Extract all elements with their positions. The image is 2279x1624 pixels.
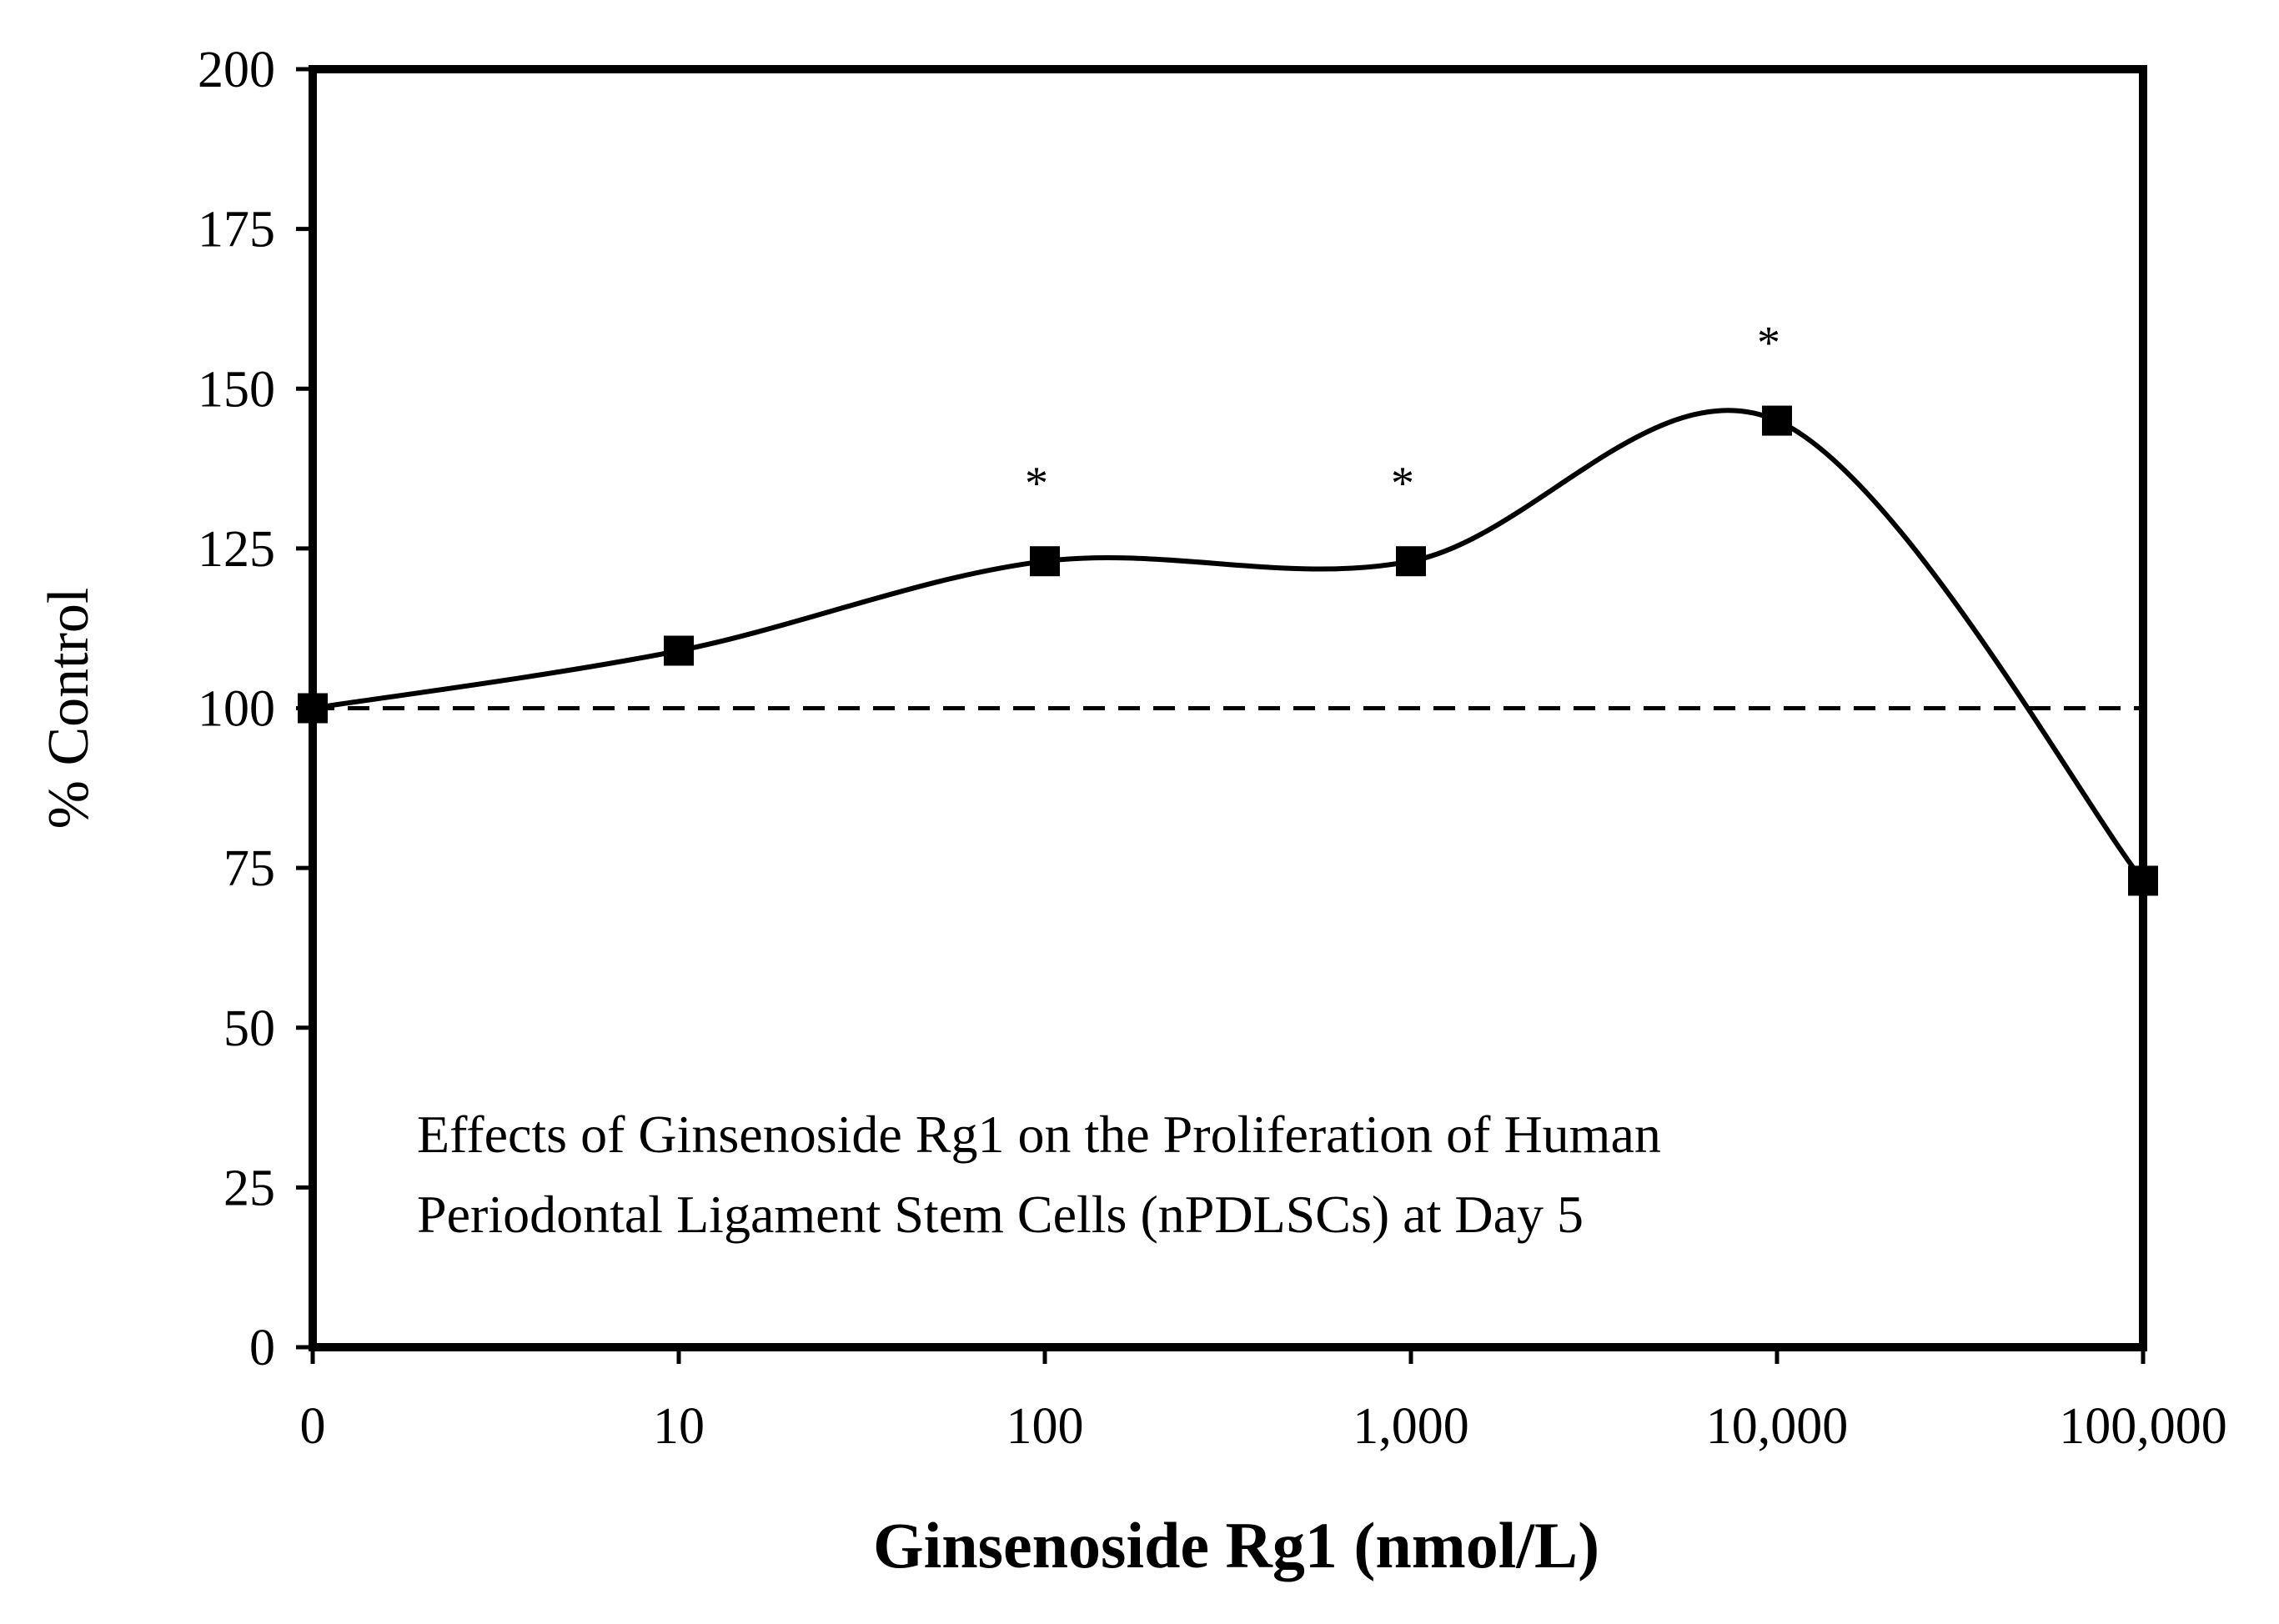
x-tick-label-2: 100: [1006, 1398, 1084, 1455]
y-tick-label-50: 50: [223, 1000, 275, 1057]
y-axis-ticks: 0 25 50 75 100 125 150 175 200: [198, 42, 313, 1376]
annotation-line-1: Effects of Ginsenoside Rg1 on the Prolif…: [417, 1105, 1661, 1164]
data-point-5: [2128, 865, 2158, 896]
x-axis-ticks: 0 10 100 1,000 10,000 100,000: [300, 1347, 2227, 1455]
significance-star-3: *: [1391, 458, 1414, 509]
data-point-0: [298, 693, 328, 724]
x-tick-label-3: 1,000: [1353, 1398, 1469, 1455]
y-tick-label-200: 200: [198, 42, 275, 98]
series-markers: [298, 405, 2158, 896]
significance-markers: * * *: [1025, 318, 1780, 510]
x-tick-label-5: 100,000: [2059, 1398, 2227, 1455]
x-axis-title: Ginsenoside Rg1 (nmol/L): [873, 1509, 1599, 1581]
data-point-3: [1396, 546, 1426, 577]
data-point-2: [1030, 546, 1060, 577]
data-point-1: [664, 635, 694, 666]
significance-star-4: *: [1757, 318, 1780, 369]
y-tick-label-0: 0: [249, 1320, 275, 1376]
y-tick-label-175: 175: [198, 202, 275, 258]
y-tick-label-25: 25: [223, 1160, 275, 1216]
significance-star-2: *: [1025, 458, 1048, 509]
x-tick-label-1: 10: [653, 1398, 705, 1455]
x-tick-label-4: 10,000: [1706, 1398, 1849, 1455]
y-tick-label-150: 150: [198, 361, 275, 418]
x-tick-label-0: 0: [300, 1398, 326, 1455]
y-tick-label-100: 100: [198, 681, 275, 738]
y-axis-title: % Control: [37, 588, 101, 830]
y-tick-label-125: 125: [198, 521, 275, 578]
y-tick-label-75: 75: [223, 840, 275, 897]
series-curve-layer: [312, 408, 2146, 883]
annotation-line-2: Periodontal Ligament Stem Cells (nPDLSCs…: [417, 1185, 1584, 1244]
series-line: [312, 408, 2146, 883]
data-point-4: [1762, 405, 1792, 436]
